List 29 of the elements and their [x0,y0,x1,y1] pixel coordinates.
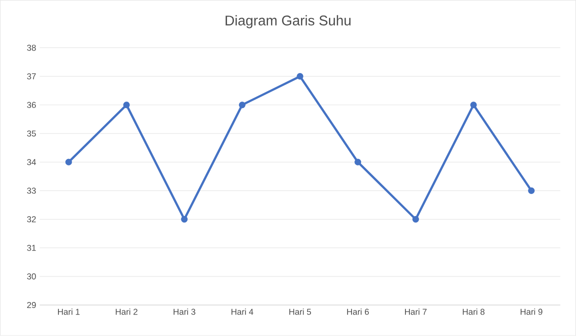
x-tick-label: Hari 1 [58,308,80,315]
y-tick-label: 32 [27,216,36,222]
x-tick-label: Hari 5 [289,308,311,315]
y-tick-label: 33 [27,188,36,194]
point [354,158,362,166]
x-tick-label: Hari 2 [116,308,138,315]
point [181,216,188,223]
y-tick-label: 30 [27,274,36,280]
x-tick-label: Hari 7 [405,308,427,315]
y-tick-label: 38 [27,44,36,51]
x-tick-label: Hari 6 [347,308,369,315]
point [238,102,246,108]
x-tick-label: Hari 4 [232,308,254,315]
point [528,188,535,194]
x-tick-label: Hari 3 [174,308,196,315]
y-tick-label: 36 [27,102,36,108]
point [65,158,72,166]
y-tick-label: 35 [27,130,36,137]
y-tick-label: 31 [27,244,36,251]
chart-title: Diagram Garis Suhu [226,15,351,28]
y-tick-label: 37 [27,73,36,80]
point [296,73,304,80]
y-tick-label: 29 [27,302,36,308]
y-tick-label: 34 [27,159,36,166]
point [412,216,419,223]
x-tick-label: Hari 9 [520,308,542,315]
point [470,102,477,108]
point [123,102,130,108]
x-tick-label: Hari 8 [462,308,484,315]
